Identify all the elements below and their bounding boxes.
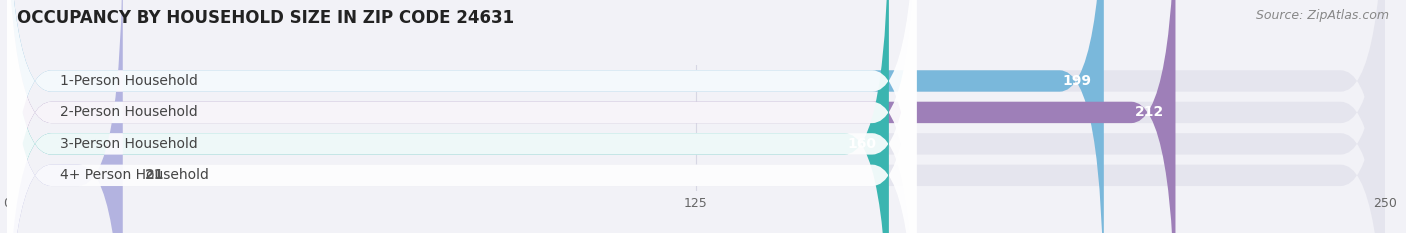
FancyBboxPatch shape	[7, 0, 917, 233]
FancyBboxPatch shape	[7, 0, 1104, 233]
Text: 21: 21	[145, 168, 165, 182]
Text: 212: 212	[1135, 105, 1164, 120]
Text: 2-Person Household: 2-Person Household	[60, 105, 198, 120]
FancyBboxPatch shape	[7, 0, 1385, 233]
Text: 199: 199	[1063, 74, 1092, 88]
Text: 1-Person Household: 1-Person Household	[60, 74, 198, 88]
FancyBboxPatch shape	[7, 0, 889, 233]
FancyBboxPatch shape	[7, 0, 1385, 233]
FancyBboxPatch shape	[7, 0, 917, 233]
Text: 160: 160	[848, 137, 877, 151]
Text: 3-Person Household: 3-Person Household	[60, 137, 198, 151]
Text: 4+ Person Household: 4+ Person Household	[60, 168, 209, 182]
FancyBboxPatch shape	[7, 0, 917, 233]
FancyBboxPatch shape	[7, 0, 1385, 233]
Text: OCCUPANCY BY HOUSEHOLD SIZE IN ZIP CODE 24631: OCCUPANCY BY HOUSEHOLD SIZE IN ZIP CODE …	[17, 9, 515, 27]
FancyBboxPatch shape	[7, 0, 1175, 233]
FancyBboxPatch shape	[7, 0, 1385, 233]
FancyBboxPatch shape	[7, 0, 122, 233]
Text: Source: ZipAtlas.com: Source: ZipAtlas.com	[1256, 9, 1389, 22]
FancyBboxPatch shape	[7, 0, 917, 233]
